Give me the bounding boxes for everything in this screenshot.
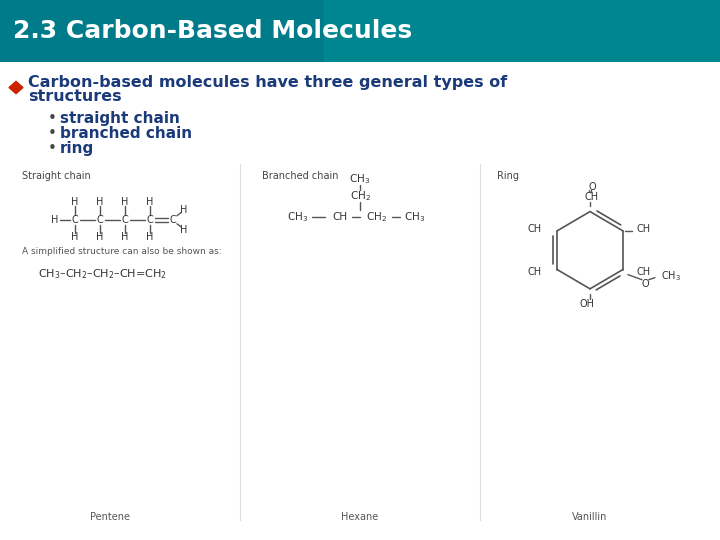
Polygon shape	[9, 82, 23, 93]
Text: CH$_3$: CH$_3$	[405, 210, 426, 224]
Text: structures: structures	[28, 89, 122, 104]
Text: •: •	[48, 126, 57, 141]
Text: Branched chain: Branched chain	[262, 171, 338, 181]
Text: CH$_3$: CH$_3$	[349, 172, 371, 186]
Text: H: H	[71, 198, 78, 207]
Text: H: H	[96, 232, 104, 242]
Text: CH$_3$–CH$_2$–CH$_2$–CH=CH$_2$: CH$_3$–CH$_2$–CH$_2$–CH=CH$_2$	[38, 267, 167, 281]
Text: Vanillin: Vanillin	[572, 512, 608, 522]
Text: O: O	[588, 182, 596, 192]
Text: CH: CH	[528, 267, 542, 276]
Text: C: C	[96, 215, 104, 225]
Bar	[324, 0, 720, 62]
Text: C: C	[147, 215, 153, 225]
Text: C: C	[71, 215, 78, 225]
Text: A simplified structure can also be shown as:: A simplified structure can also be shown…	[22, 247, 222, 256]
Text: H: H	[121, 198, 129, 207]
Text: CH$_2$: CH$_2$	[349, 190, 371, 203]
Text: H: H	[180, 205, 188, 214]
Text: •: •	[48, 111, 57, 125]
Text: CH: CH	[637, 267, 651, 276]
Text: CH: CH	[528, 224, 542, 234]
Text: •: •	[48, 141, 57, 156]
Text: H: H	[146, 198, 153, 207]
Text: Pentene: Pentene	[90, 512, 130, 522]
Text: CH$_3$: CH$_3$	[287, 210, 309, 224]
Text: straight chain: straight chain	[60, 111, 180, 125]
Text: CH: CH	[333, 212, 348, 221]
Text: H: H	[96, 198, 104, 207]
Text: CH$_2$: CH$_2$	[366, 210, 387, 224]
Text: ring: ring	[60, 141, 94, 156]
Text: H: H	[180, 225, 188, 235]
Text: OH: OH	[580, 299, 595, 309]
Text: O: O	[641, 279, 649, 289]
Text: H: H	[121, 232, 129, 242]
Text: CH: CH	[637, 224, 651, 234]
Text: Straight chain: Straight chain	[22, 171, 91, 181]
Text: H: H	[146, 232, 153, 242]
Text: branched chain: branched chain	[60, 126, 192, 141]
Text: 2.3 Carbon-Based Molecules: 2.3 Carbon-Based Molecules	[13, 19, 412, 43]
Text: CH: CH	[585, 192, 599, 202]
Text: Ring: Ring	[497, 171, 519, 181]
Text: Hexane: Hexane	[341, 512, 379, 522]
Text: CH$_3$: CH$_3$	[661, 269, 681, 282]
Text: C: C	[170, 215, 176, 225]
Text: C: C	[122, 215, 128, 225]
Text: Carbon-based molecules have three general types of: Carbon-based molecules have three genera…	[28, 75, 508, 90]
Text: H: H	[71, 232, 78, 242]
Text: H: H	[51, 215, 59, 225]
